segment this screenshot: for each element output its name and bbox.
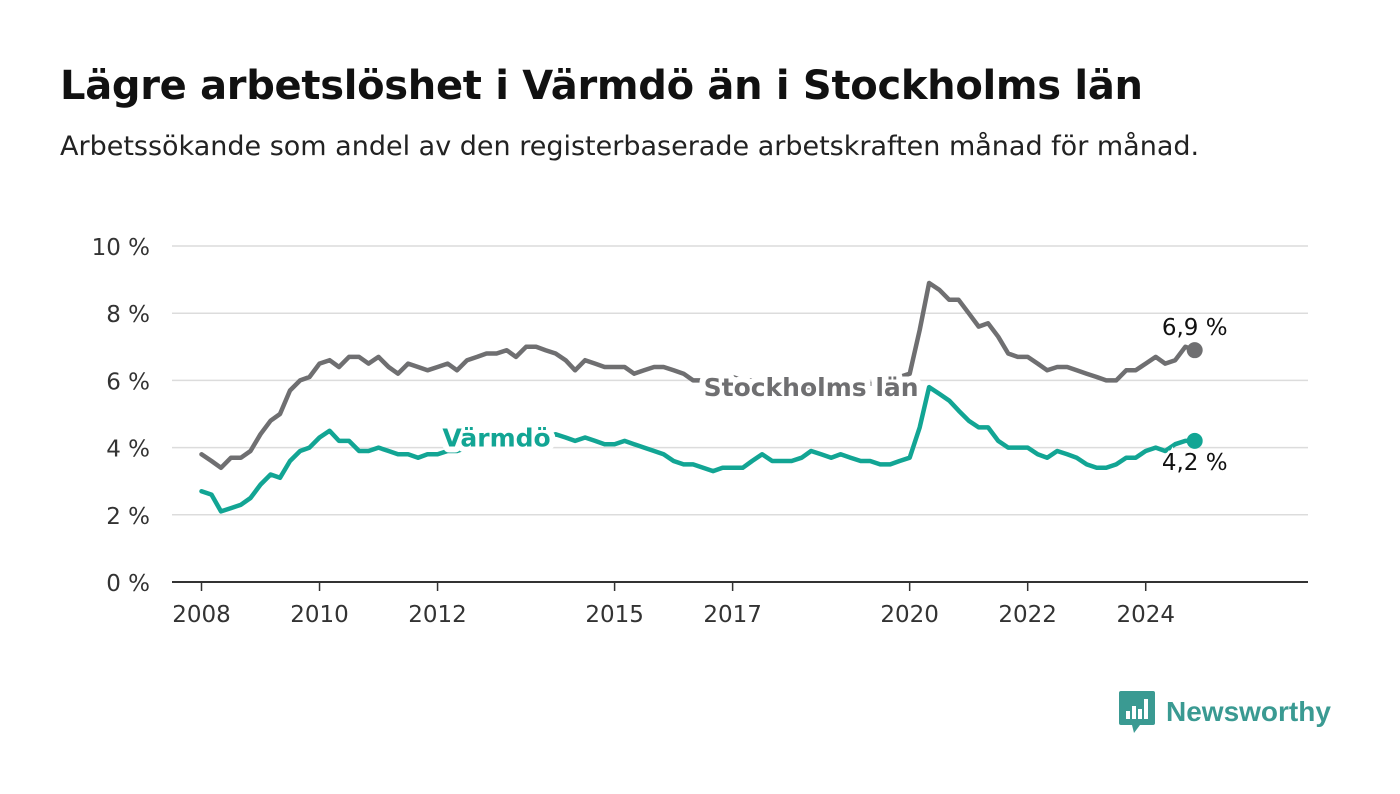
series-name-label: Stockholms län — [704, 373, 919, 402]
x-tick-label: 2024 — [1116, 602, 1175, 628]
x-tick-label: 2017 — [703, 602, 762, 628]
y-tick-label: 6 % — [106, 369, 150, 395]
series-endpoint-0 — [1186, 342, 1203, 359]
x-tick-label: 2012 — [408, 602, 467, 628]
x-tick-label: 2015 — [585, 602, 644, 628]
y-tick-label: 4 % — [106, 437, 150, 463]
series-end-value-label: 6,9 % — [1162, 315, 1228, 341]
y-tick-label: 10 % — [92, 235, 150, 261]
x-tick-label: 2022 — [998, 602, 1057, 628]
y-tick-label: 2 % — [106, 504, 150, 530]
series-labels: 6,9 % 4,2 % Stockholms län Värmdö — [436, 313, 1230, 479]
brand-logo: Newsworthy — [1118, 688, 1331, 736]
y-tick-label: 8 % — [106, 302, 150, 328]
y-axis-tick-labels: 0 % 2 % 4 % 6 % 8 % 10 % — [92, 235, 150, 597]
y-tick-label: 0 % — [106, 571, 150, 597]
x-tick-label: 2020 — [880, 602, 939, 628]
chart-title: Lägre arbetslöshet i Värmdö än i Stockho… — [60, 63, 1143, 109]
series-lines — [199, 280, 1203, 514]
x-axis: 2008 2010 2012 2015 2017 2020 2022 2024 — [172, 581, 1308, 628]
series-line-0 — [199, 280, 1197, 471]
series-line-1 — [199, 384, 1197, 514]
newsworthy-logo-icon — [1119, 691, 1155, 733]
series-name-label: Värmdö — [442, 424, 550, 453]
series-end-value-label: 4,2 % — [1162, 450, 1228, 476]
series-endpoint-1 — [1186, 432, 1203, 449]
x-tick-label: 2008 — [172, 602, 231, 628]
brand-name: Newsworthy — [1166, 696, 1331, 727]
chart-subtitle: Arbetssökande som andel av den registerb… — [60, 131, 1200, 162]
x-tick-label: 2010 — [290, 602, 349, 628]
